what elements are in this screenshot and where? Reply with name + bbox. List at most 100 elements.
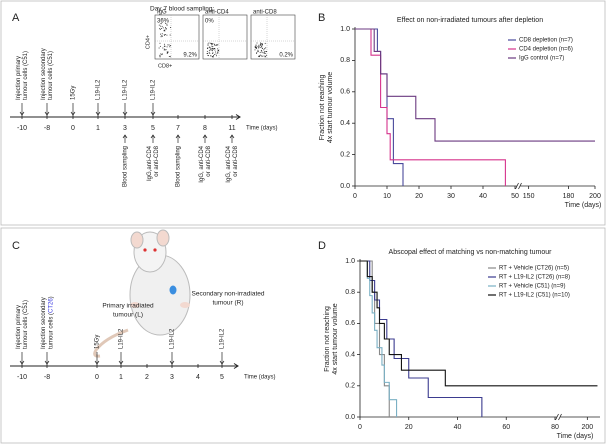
arrow-head: [122, 134, 128, 139]
flow-event: [206, 50, 208, 52]
flow-event: [209, 49, 211, 51]
flow-event: [211, 42, 213, 44]
x-axis-label: Time (days): [565, 202, 602, 209]
panel-label: C: [12, 240, 20, 252]
flow-event: [166, 24, 168, 26]
y-tick-label: 0.8: [340, 57, 350, 64]
flow-event: [161, 35, 163, 37]
flow-event: [260, 43, 262, 45]
flow-event: [164, 30, 166, 32]
flow-event: [206, 47, 208, 49]
flow-event: [217, 43, 219, 45]
survival-curve: [360, 260, 483, 417]
flow-event: [164, 45, 166, 47]
x-tick-label: 20: [405, 424, 413, 431]
flow-event: [166, 23, 168, 25]
arrow-head: [150, 111, 156, 116]
panel-label: B: [318, 12, 325, 24]
flow-event: [162, 47, 164, 49]
flow-event: [210, 55, 212, 57]
timeline-label: Injection secondary: [41, 48, 47, 100]
flow-event: [166, 52, 168, 54]
flow-event: [159, 45, 161, 47]
flow-event: [159, 56, 161, 58]
flow-event: [162, 27, 164, 29]
flow-event: [212, 46, 214, 48]
timeline-label: L19-IL2: [151, 79, 157, 100]
y-axis-label: 4x start tumour volume: [332, 303, 339, 374]
flow-percent: 9.2%: [183, 53, 197, 59]
flow-event: [266, 54, 268, 56]
flow-event: [168, 44, 170, 46]
flow-event: [215, 55, 217, 57]
flow-event: [159, 55, 161, 57]
legend-label: RT + L19-IL2 (C51) (n=10): [499, 293, 570, 299]
flow-event: [165, 49, 167, 51]
y-tick-label: 0.6: [345, 320, 355, 327]
timeline-tick-label: -8: [44, 374, 50, 381]
flow-event: [210, 42, 212, 44]
timeline-arrow: [233, 363, 239, 369]
x-tick-label: 50: [511, 193, 519, 200]
y-axis-label: 4x start tumour volume: [327, 72, 334, 143]
flow-heading: Day 7 blood sampling:: [150, 6, 215, 13]
flow-event: [256, 52, 258, 54]
flow-event: [264, 53, 266, 55]
axis-break: [555, 413, 559, 421]
flow-event: [163, 30, 165, 32]
flow-event: [207, 52, 209, 54]
flow-event: [163, 48, 165, 50]
flow-event: [257, 49, 259, 51]
timeline-label: tumour cells (C51): [48, 51, 54, 100]
survival-curve: [355, 28, 595, 142]
flow-percent: 0.2%: [279, 53, 293, 59]
y-tick-label: 0.4: [345, 351, 355, 358]
flow-event: [259, 51, 261, 53]
flow-event: [160, 36, 162, 38]
legend-label: RT + L19-IL2 (CT26) (n=8): [499, 275, 570, 281]
flow-event: [158, 47, 160, 49]
timeline-label: L19-IL2: [119, 328, 125, 349]
legend-label: RT + Vehicle (C51) (n=9): [499, 284, 565, 290]
flow-event: [159, 42, 161, 44]
flow-event: [167, 51, 169, 53]
x-tick-label: 200: [589, 193, 601, 200]
chart-title: Abscopal effect of matching vs non-match…: [389, 249, 553, 256]
timeline-tick-label: 3: [123, 125, 127, 132]
flow-event: [258, 44, 260, 46]
x-tick-label: 0: [358, 424, 362, 431]
survival-curve: [360, 260, 598, 387]
survival-curve: [355, 28, 404, 186]
mouse: [93, 229, 191, 358]
flow-event: [211, 49, 213, 51]
flow-event: [161, 54, 163, 56]
flow-event: [216, 44, 218, 46]
flow-axis-label: CD4+: [145, 35, 151, 49]
tumour-label: tumour (R): [212, 300, 243, 307]
x-axis-label: Time (days): [557, 433, 594, 440]
flow-event: [214, 54, 216, 56]
tumour-label: tumour (L): [113, 312, 143, 319]
flow-event: [264, 51, 266, 53]
flow-event: [259, 55, 261, 57]
timeline-label: L19-IL2: [170, 328, 176, 349]
arrow-head: [175, 134, 181, 139]
timeline-label: or anti-CD8: [233, 145, 239, 176]
x-tick-label: 150: [523, 193, 535, 200]
legend-label: IgG control (n=7): [519, 56, 564, 62]
x-tick-label: 60: [502, 424, 510, 431]
x-tick-label: 200: [581, 424, 593, 431]
flow-plot: [154, 14, 200, 60]
arrow-head: [70, 111, 76, 116]
flow-event: [160, 33, 162, 35]
timeline-label: IgG, anti-CD4: [199, 145, 205, 182]
flow-event: [211, 47, 213, 49]
timeline-label: Injection secondary: [41, 297, 47, 349]
flow-event: [160, 25, 162, 27]
flow-event: [210, 48, 212, 50]
flow-event: [260, 49, 262, 51]
flow-event: [169, 34, 171, 36]
flow-event: [169, 46, 171, 48]
x-tick-label: 30: [447, 193, 455, 200]
